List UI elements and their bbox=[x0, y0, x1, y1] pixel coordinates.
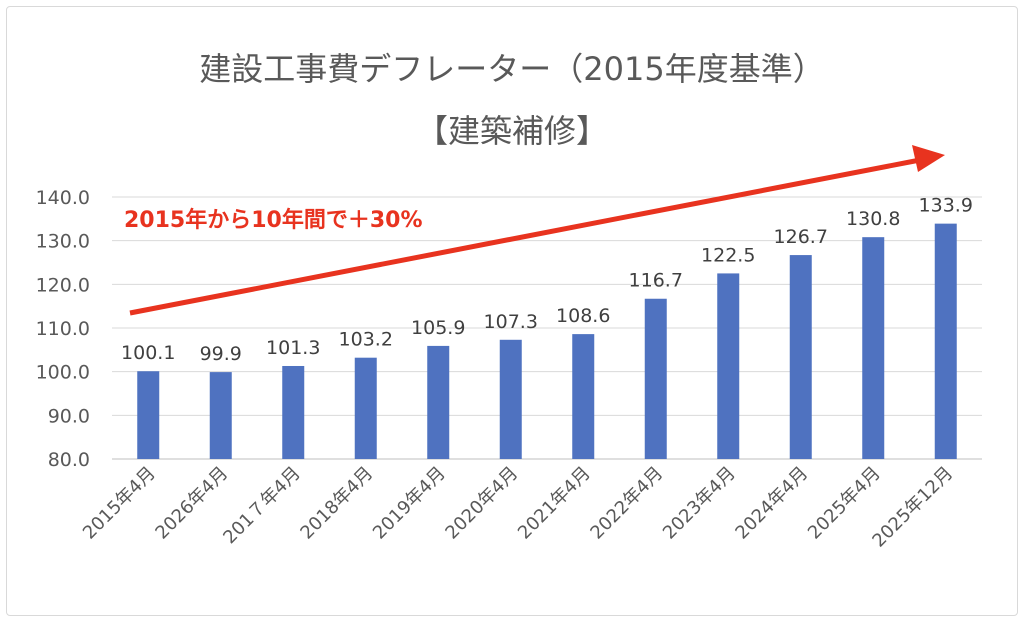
y-tick-label: 120.0 bbox=[36, 274, 90, 296]
chart-frame bbox=[6, 6, 1018, 616]
data-label: 130.8 bbox=[846, 208, 900, 230]
data-label: 122.5 bbox=[701, 244, 755, 266]
x-tick-label: 2022年4月 bbox=[586, 463, 667, 544]
data-label: 126.7 bbox=[774, 226, 828, 248]
x-tick-label: 2024年4月 bbox=[731, 463, 812, 544]
bar bbox=[717, 273, 740, 459]
y-tick-label: 80.0 bbox=[48, 449, 90, 471]
bar bbox=[499, 339, 522, 459]
bar bbox=[934, 223, 957, 459]
data-label: 100.1 bbox=[121, 342, 175, 364]
y-tick-label: 130.0 bbox=[36, 231, 90, 253]
data-label: 108.6 bbox=[556, 305, 610, 327]
bar bbox=[427, 345, 450, 459]
y-tick-label: 110.0 bbox=[36, 318, 90, 340]
data-label: 99.9 bbox=[200, 343, 242, 365]
bar bbox=[862, 237, 885, 459]
x-tick-label: 2023年4月 bbox=[659, 463, 740, 544]
trend-arrow-line bbox=[129, 157, 921, 316]
x-tick-label: 201７年4月 bbox=[219, 463, 304, 548]
data-label: 101.3 bbox=[266, 337, 320, 359]
y-tick-label: 100.0 bbox=[36, 362, 90, 384]
data-label: 116.7 bbox=[629, 270, 683, 292]
x-tick-label: 2019年4月 bbox=[369, 463, 450, 544]
x-tick-label: 2018年4月 bbox=[296, 463, 377, 544]
bar bbox=[354, 357, 377, 459]
y-tick-label: 90.0 bbox=[48, 405, 90, 427]
bar bbox=[789, 255, 812, 459]
data-label: 107.3 bbox=[484, 311, 538, 333]
growth-annotation: 2015年から10年間で＋30% bbox=[124, 208, 423, 233]
trend-arrow-head bbox=[912, 145, 945, 172]
bar bbox=[282, 365, 305, 459]
x-tick-label: 2021年4月 bbox=[514, 463, 595, 544]
y-tick-label: 140.0 bbox=[36, 187, 90, 209]
chart-title: 建設工事費デフレーター（2015年度基準） bbox=[199, 50, 825, 88]
data-label: 103.2 bbox=[339, 329, 393, 351]
chart-subtitle: 【建築補修】 bbox=[415, 112, 608, 150]
data-label: 105.9 bbox=[411, 317, 465, 339]
x-tick-label: 2020年4月 bbox=[441, 463, 522, 544]
bar bbox=[209, 372, 232, 459]
bar bbox=[572, 334, 595, 459]
data-label: 133.9 bbox=[919, 195, 973, 217]
bar bbox=[137, 371, 160, 459]
x-tick-label: 2015年4月 bbox=[79, 463, 160, 544]
bar bbox=[644, 298, 667, 459]
